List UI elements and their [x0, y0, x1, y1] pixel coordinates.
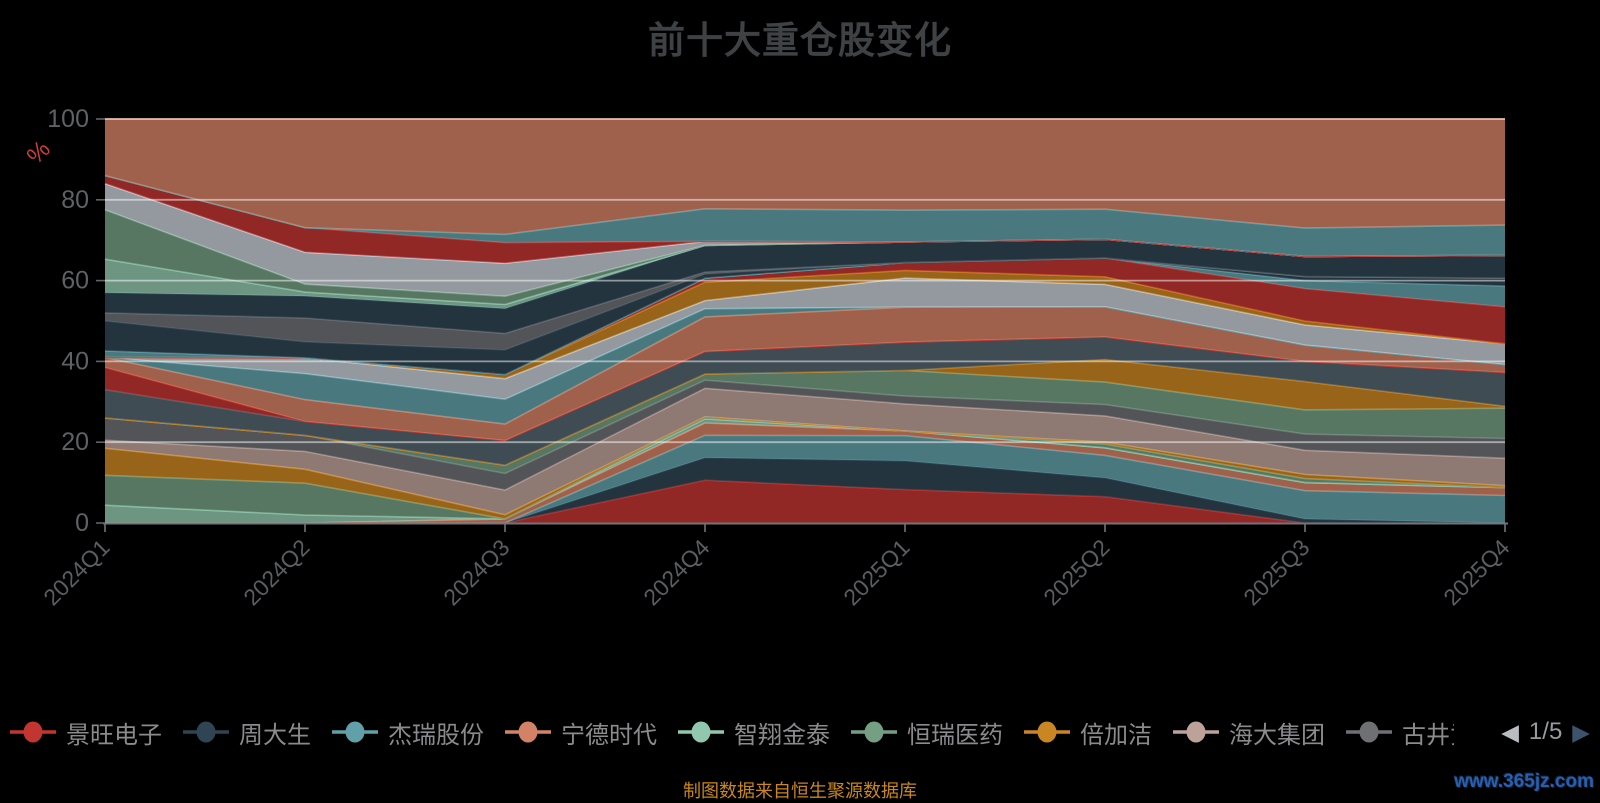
page-title: 前十大重仓股变化 — [648, 20, 952, 61]
legend-marker-icon — [1173, 721, 1219, 743]
series-area-15[interactable] — [105, 278, 1505, 400]
y-axis-unit-label: % — [22, 136, 56, 170]
legend-marker-icon — [1024, 721, 1070, 743]
series-area-13[interactable] — [105, 306, 1505, 441]
series-area-11[interactable] — [105, 337, 1505, 466]
data-source-note: 制图数据来自恒生聚源数据库 — [683, 781, 917, 801]
legend: 景旺电子 周大生 杰瑞股份 宁德时代 智翔金泰 恒瑞医药 倍加洁 海大集团 古井贡 ◀ 1/5 … — [10, 712, 1590, 752]
legend-pager-prev-icon[interactable]: ◀ — [1501, 718, 1519, 745]
legend-item-label: 恒瑞医药 — [907, 721, 1003, 749]
legend-marker-icon — [851, 721, 897, 743]
x-axis-tick-label: 2025Q3 — [1238, 534, 1314, 610]
legend-marker-icon — [10, 721, 56, 743]
series-area-2[interactable] — [105, 435, 1505, 523]
series-area-8[interactable] — [105, 380, 1505, 490]
series-area-3[interactable] — [105, 423, 1505, 523]
legend-item-智翔金泰[interactable]: 智翔金泰 — [678, 715, 830, 750]
series-line-6 — [104, 416, 1506, 516]
series-area-5[interactable] — [105, 416, 1505, 519]
legend-item-恒瑞医药[interactable]: 恒瑞医药 — [851, 715, 1003, 750]
legend-item-宁德时代[interactable]: 宁德时代 — [505, 715, 657, 750]
legend-item-古井贡[interactable]: 古井贡 — [1346, 715, 1454, 750]
y-axis-tick-label: 80 — [61, 186, 89, 214]
x-axis-tick-label: 2024Q3 — [438, 534, 514, 610]
legend-item-海大集团[interactable]: 海大集团 — [1173, 715, 1325, 750]
legend-item-label: 倍加洁 — [1080, 721, 1152, 749]
y-axis-tick-label: 20 — [61, 428, 89, 456]
legend-item-label: 杰瑞股份 — [388, 721, 484, 749]
y-axis-tick-label: 40 — [61, 347, 89, 375]
legend-item-label: 智翔金泰 — [734, 721, 830, 749]
series-area-26[interactable] — [105, 175, 1505, 257]
series-area-17[interactable] — [105, 258, 1505, 375]
x-axis-tick-label: 2025Q1 — [838, 534, 914, 610]
legend-pager-text: 1/5 — [1528, 718, 1563, 745]
watermark-url: www.365jz.com — [1454, 771, 1594, 792]
legend-marker-icon — [1346, 721, 1392, 743]
legend-item-label: 海大集团 — [1229, 721, 1325, 749]
legend-marker-icon — [678, 721, 724, 743]
x-axis-tick-label: 2024Q1 — [38, 534, 114, 610]
legend-item-label: 宁德时代 — [561, 721, 657, 749]
series-area-9[interactable] — [105, 370, 1505, 474]
y-axis-tick-label: 0 — [75, 509, 89, 537]
series-area-10[interactable] — [105, 359, 1505, 466]
legend-item-周大生[interactable]: 周大生 — [183, 715, 311, 750]
legend-item-label: 周大生 — [239, 721, 311, 749]
series-area-24[interactable] — [105, 183, 1505, 297]
legend-pager-next-icon[interactable]: ▶ — [1572, 718, 1590, 745]
series-area-0[interactable] — [105, 480, 1505, 523]
legend-item-label: 古井贡 — [1402, 721, 1454, 749]
series-area-1[interactable] — [105, 457, 1505, 523]
series-area-25[interactable] — [105, 175, 1505, 264]
series-area-14[interactable] — [105, 306, 1505, 425]
x-axis-tick-label: 2025Q4 — [1438, 534, 1514, 610]
series-area-21[interactable] — [105, 239, 1505, 334]
series-area-7[interactable] — [105, 388, 1505, 515]
legend-marker-icon — [183, 721, 229, 743]
legend-pager: ◀ 1/5 ▶ — [1501, 718, 1590, 746]
legend-item-label: 景旺电子 — [66, 721, 162, 749]
series-area-27[interactable] — [105, 119, 1505, 235]
x-axis-tick-label: 2025Q2 — [1038, 534, 1114, 610]
x-axis-tick-label: 2024Q4 — [638, 534, 714, 610]
legend-item-杰瑞股份[interactable]: 杰瑞股份 — [332, 715, 484, 750]
y-axis-tick-label: 100 — [47, 105, 89, 133]
x-axis-tick-label: 2024Q2 — [238, 534, 314, 610]
legend-item-景旺电子[interactable]: 景旺电子 — [10, 715, 162, 750]
legend-item-倍加洁[interactable]: 倍加洁 — [1024, 715, 1152, 750]
y-axis-tick-label: 60 — [61, 267, 89, 295]
legend-marker-icon — [505, 721, 551, 743]
legend-marker-icon — [332, 721, 378, 743]
